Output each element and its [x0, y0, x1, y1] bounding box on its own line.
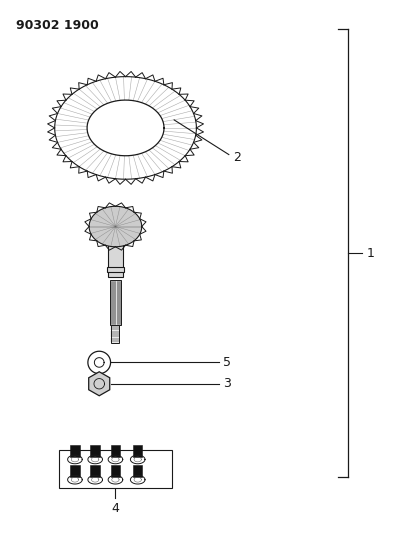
Polygon shape [70, 465, 80, 477]
Polygon shape [87, 100, 164, 156]
Polygon shape [70, 445, 80, 457]
Polygon shape [89, 372, 110, 395]
Polygon shape [133, 465, 143, 477]
Polygon shape [89, 206, 142, 247]
Polygon shape [111, 325, 119, 343]
Polygon shape [90, 445, 100, 457]
Text: 5: 5 [223, 356, 231, 369]
Bar [59, 450, 172, 488]
Polygon shape [108, 235, 123, 277]
Text: 1: 1 [367, 247, 374, 260]
Polygon shape [90, 465, 100, 477]
Text: 4: 4 [111, 502, 119, 515]
Polygon shape [88, 351, 111, 374]
Polygon shape [107, 266, 124, 272]
Text: 90302 1900: 90302 1900 [16, 19, 99, 31]
Polygon shape [111, 465, 120, 477]
Polygon shape [111, 445, 120, 457]
Text: 2: 2 [233, 151, 241, 164]
Polygon shape [110, 280, 121, 325]
Text: 3: 3 [223, 377, 230, 390]
Polygon shape [133, 445, 143, 457]
